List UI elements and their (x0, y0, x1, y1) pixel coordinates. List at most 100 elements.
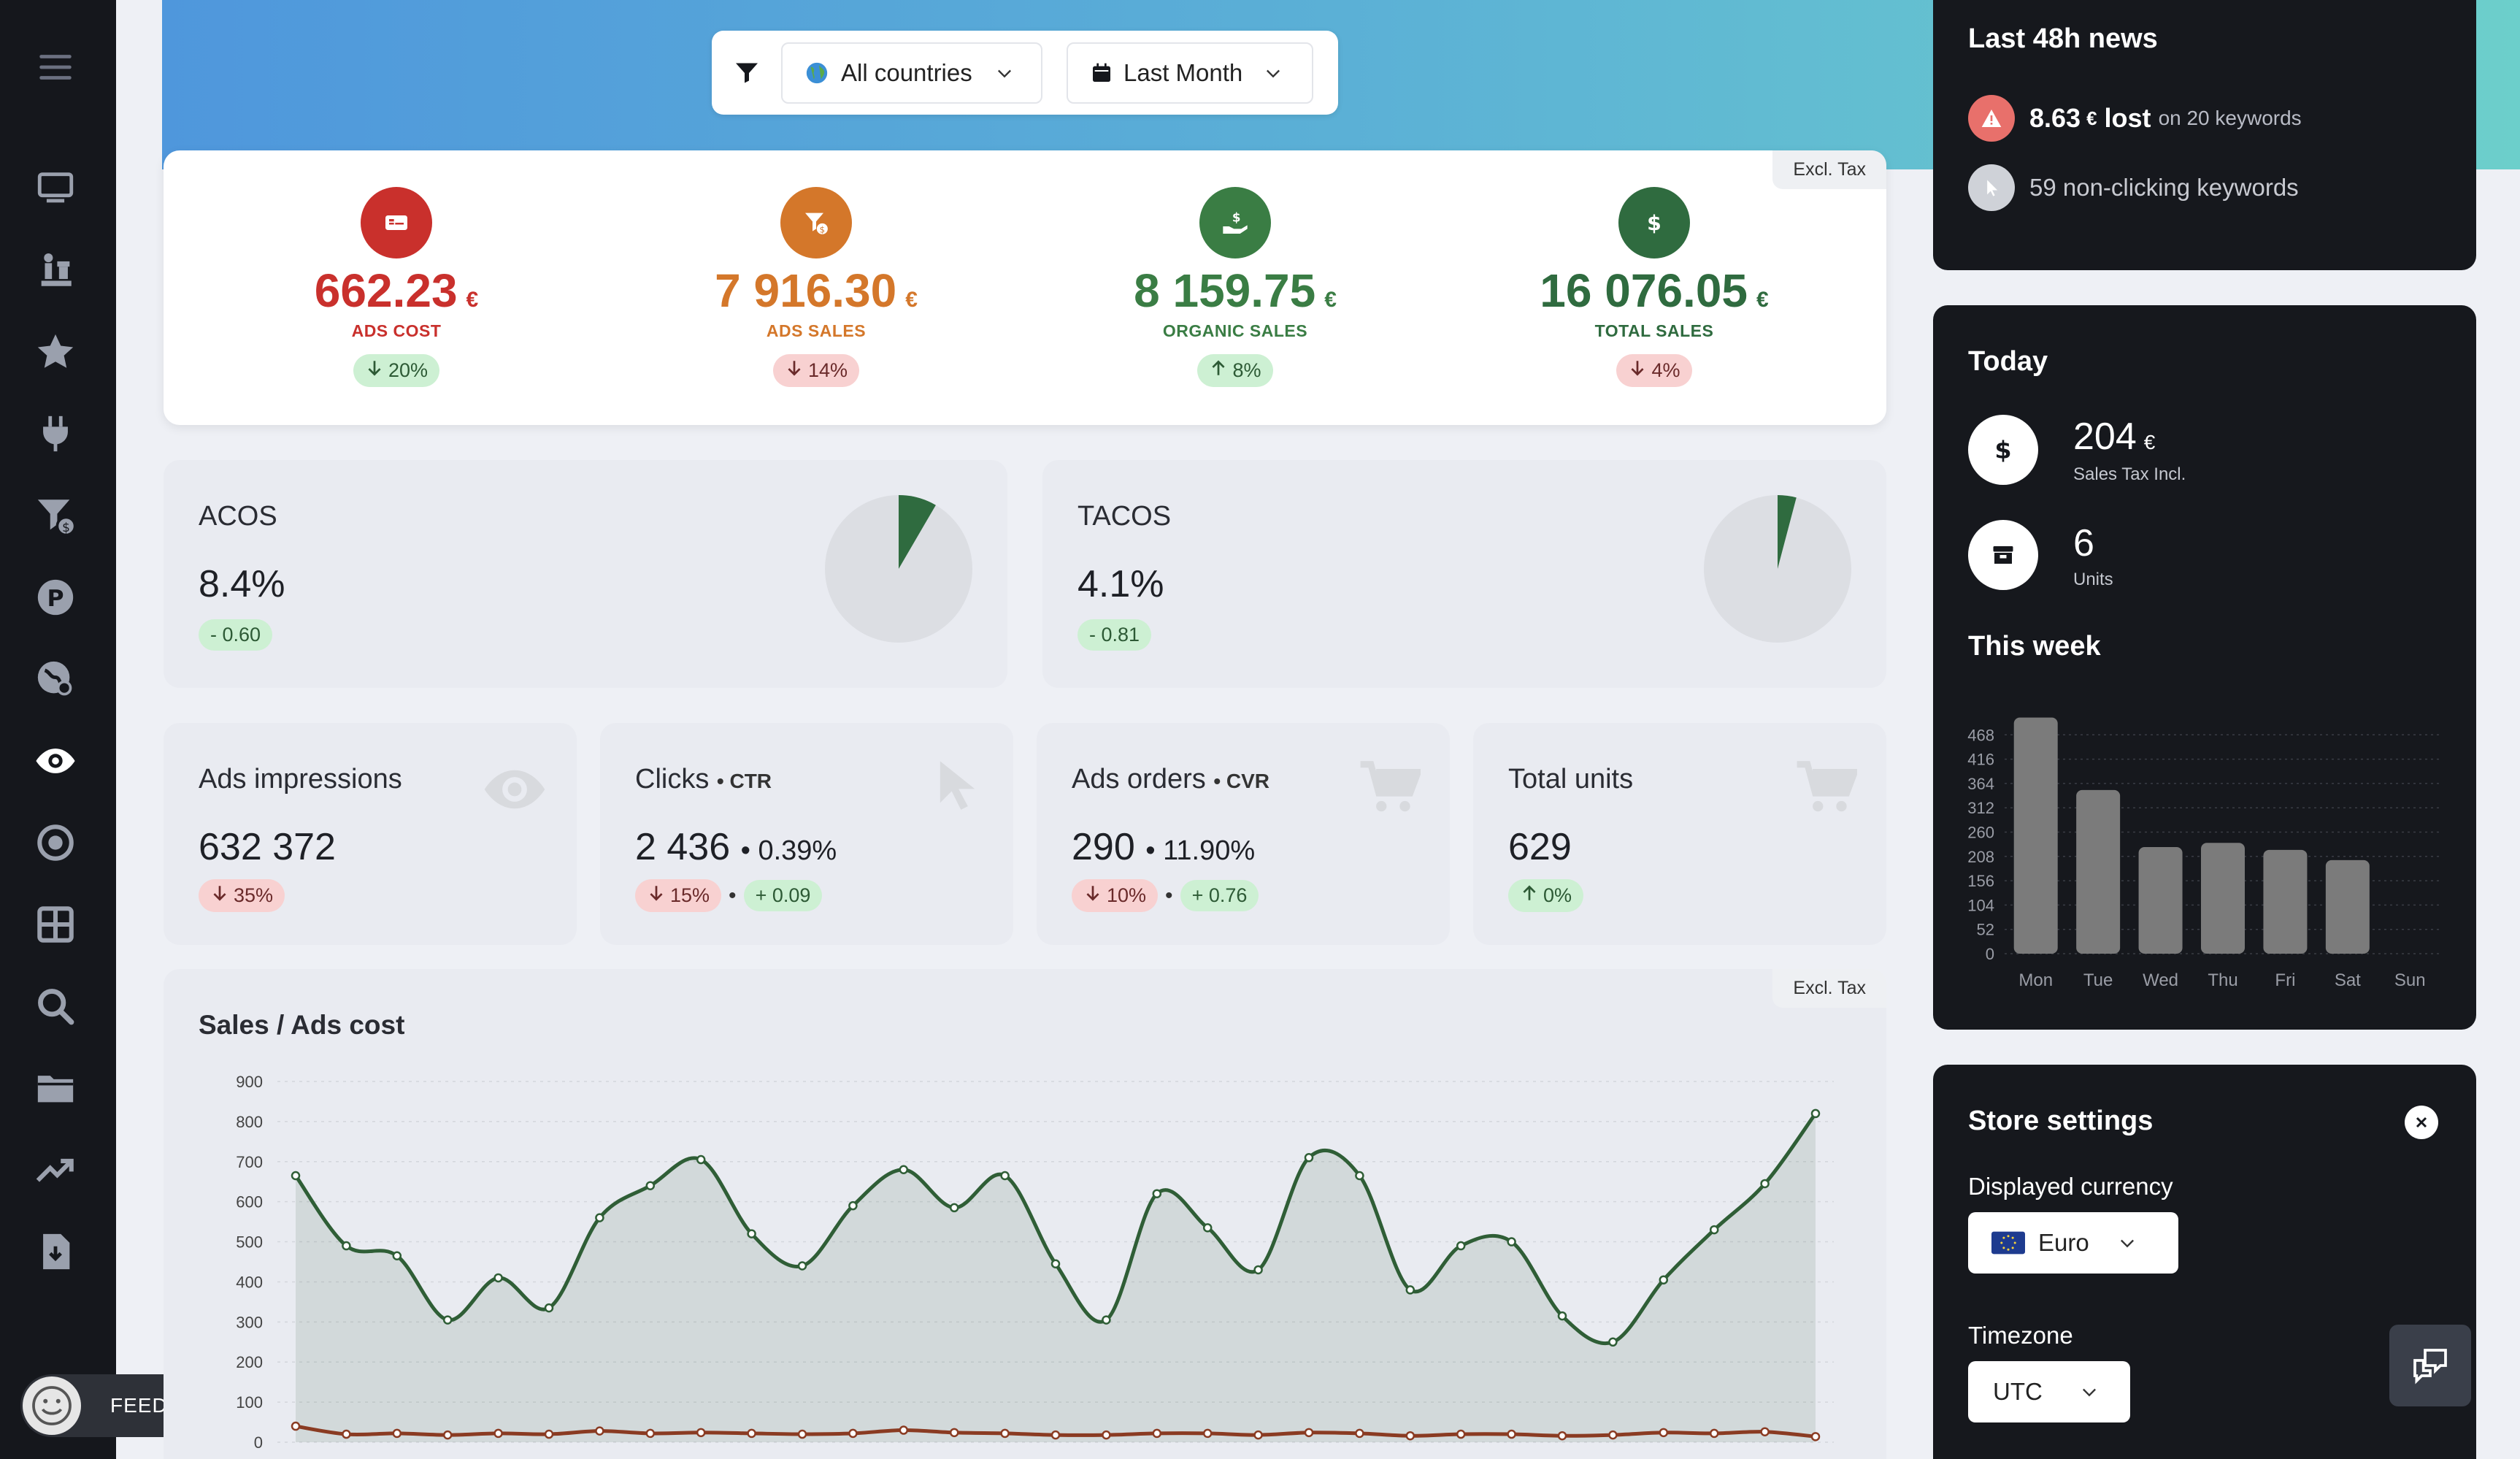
ads-cost-point (595, 1426, 604, 1436)
pie-slice (1778, 495, 1797, 569)
metric-value: 2 436 • 0.39% (635, 826, 837, 868)
today-sales-unit: € (2143, 431, 2156, 453)
globe-search-icon[interactable] (29, 653, 82, 705)
kpi-value: 662.23 € (314, 264, 479, 317)
separator-dot: • (729, 883, 737, 908)
timezone-label: Timezone (1968, 1322, 2073, 1349)
currency-value: Euro (2038, 1229, 2089, 1256)
today-sales-label: Sales Tax Incl. (2073, 464, 2186, 484)
sales-point (899, 1165, 909, 1175)
metric-value: 629 (1508, 826, 1572, 868)
store-settings-title: Store settings (1968, 1106, 2154, 1136)
kpi-change-badge: 8% (1197, 354, 1273, 387)
sales-point (1000, 1171, 1010, 1181)
ratio-pie (1704, 495, 1851, 643)
parking-icon[interactable]: P (29, 571, 82, 624)
sales-point (442, 1315, 453, 1325)
cart-icon (1358, 757, 1423, 823)
ads-cost-point (1760, 1427, 1770, 1436)
y-tick-label: 300 (236, 1313, 263, 1331)
ads-cost-point (696, 1428, 706, 1438)
eye-icon[interactable] (29, 735, 82, 787)
news-non-clicking-row[interactable]: 59 non-clicking keywords (1968, 164, 2299, 211)
currency-select[interactable]: Euro (1968, 1212, 2178, 1274)
ticket-icon (361, 187, 432, 259)
kpi-label: ORGANIC SALES (1162, 321, 1308, 340)
trending-up-icon[interactable] (29, 1144, 82, 1196)
sales-point (392, 1251, 402, 1261)
grid-icon[interactable] (29, 898, 82, 951)
kpi-ads-cost: 662.23 € ADS COST 20% (214, 187, 579, 387)
sales-point (342, 1241, 351, 1251)
week-bar (2138, 846, 2183, 954)
sales-point (1810, 1108, 1821, 1119)
metric-card-ads-impressions: Ads impressions 632 372 35% (164, 723, 577, 945)
ads-cost-point (493, 1428, 503, 1439)
ads-cost-point (1405, 1431, 1415, 1441)
y-tick-label: 600 (236, 1193, 263, 1211)
week-bar (2013, 717, 2058, 954)
monitor-icon[interactable] (29, 162, 82, 215)
ads-cost-point (1810, 1432, 1821, 1441)
arrow-up-icon (1520, 884, 1539, 908)
store-icon (1968, 520, 2038, 590)
ads-cost-point (544, 1429, 554, 1439)
warning-icon (1968, 95, 2015, 142)
chevron-down-icon (2082, 1388, 2096, 1397)
sales-point (1355, 1171, 1364, 1181)
news-lost-suffix: on 20 keywords (2158, 107, 2302, 129)
news-non-clicking: 59 non-clicking keywords (2029, 174, 2299, 201)
svg-text:$: $ (1994, 436, 2011, 464)
ads-cost-point (645, 1428, 656, 1439)
funnel-dollar-icon[interactable]: $ (29, 489, 82, 542)
star-icon[interactable] (29, 326, 82, 378)
calendar-icon (1093, 63, 1110, 82)
ads-cost-point (392, 1428, 402, 1439)
folder-icon[interactable] (29, 1062, 82, 1114)
x-tick-label: Tue (2083, 970, 2113, 990)
arrow-down-icon (647, 884, 666, 908)
metric-title: Clicks • CTR (635, 764, 772, 794)
file-download-icon[interactable] (29, 1225, 82, 1278)
week-bar (2325, 859, 2370, 954)
news-lost-word: lost (2104, 103, 2151, 133)
sales-chart: 0 100 200 300 400 500 600 700 800 900 (236, 1073, 1834, 1452)
menu-icon[interactable] (29, 41, 82, 93)
close-icon[interactable] (2405, 1106, 2438, 1139)
week-title: This week (1968, 631, 2101, 662)
target-icon[interactable] (29, 816, 82, 869)
metric-change-badge: 15% (635, 879, 722, 912)
period-dropdown[interactable]: Last Month (1067, 42, 1313, 104)
ratio-delta-badge: - 0.81 (1077, 619, 1152, 651)
ads-cost-point (1659, 1428, 1669, 1438)
timezone-select[interactable]: UTC (1968, 1361, 2130, 1422)
sales-point (645, 1181, 656, 1190)
metric-value: 290 • 11.90% (1072, 826, 1256, 868)
sales-point (1152, 1189, 1162, 1198)
kpi-change-badge: 20% (353, 354, 440, 387)
kpi-label: ADS SALES (766, 321, 867, 340)
y-tick-label: 156 (1967, 872, 1994, 890)
plug-icon[interactable] (29, 407, 82, 460)
svg-text:$: $ (62, 520, 70, 535)
ads-cost-point (1202, 1428, 1213, 1439)
y-tick-label: 500 (236, 1233, 263, 1252)
chevron-down-icon (2120, 1239, 2134, 1248)
news-lost-row[interactable]: 8.63 € lost on 20 keywords (1968, 95, 2302, 142)
chat-button[interactable] (2389, 1325, 2471, 1406)
separator-dot: • (1165, 883, 1173, 908)
y-tick-label: 400 (236, 1273, 263, 1291)
news-lost-amount: 8.63 (2029, 103, 2081, 133)
country-dropdown[interactable]: All countries (781, 42, 1042, 104)
filter-icon[interactable] (734, 60, 760, 90)
chess-icon[interactable] (29, 244, 82, 296)
ads-cost-point (1355, 1428, 1364, 1439)
cursor-icon (1968, 164, 2015, 211)
ads-cost-point (1557, 1431, 1567, 1441)
ads-cost-point (899, 1425, 909, 1435)
eye-icon (482, 757, 548, 826)
search-icon[interactable] (29, 980, 82, 1033)
smiley-icon (23, 1376, 81, 1435)
today-units-value: 6 (2073, 522, 2094, 564)
ads-cost-point (1152, 1428, 1162, 1439)
